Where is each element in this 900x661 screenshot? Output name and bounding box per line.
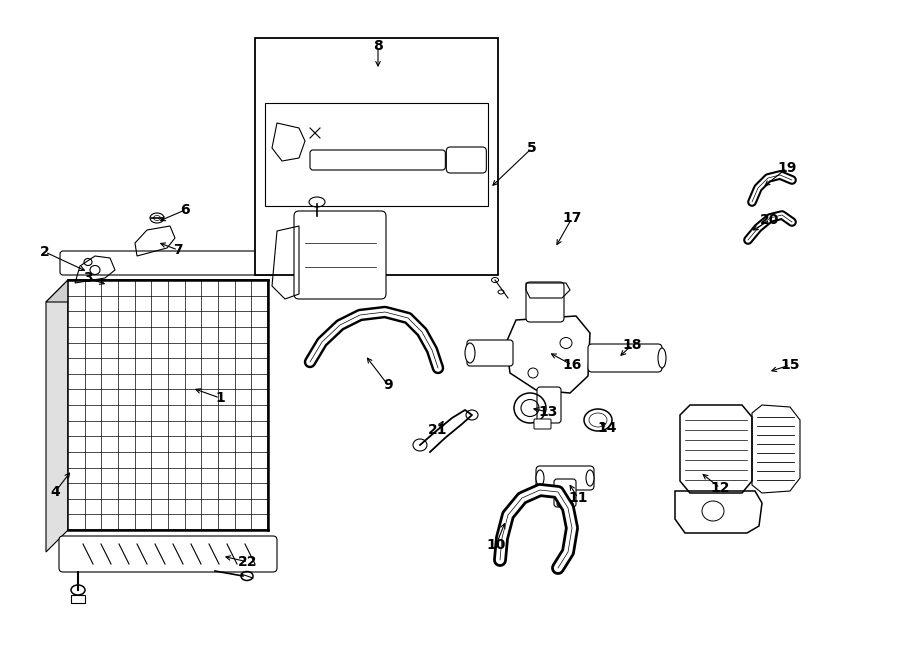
Text: 18: 18: [622, 338, 642, 352]
Text: 10: 10: [486, 538, 506, 552]
Ellipse shape: [465, 343, 475, 363]
Text: 21: 21: [428, 423, 448, 437]
FancyBboxPatch shape: [534, 419, 551, 429]
FancyBboxPatch shape: [526, 282, 564, 322]
FancyBboxPatch shape: [59, 536, 277, 572]
FancyBboxPatch shape: [310, 150, 446, 170]
Text: 6: 6: [180, 203, 190, 217]
Text: 8: 8: [374, 39, 382, 53]
Text: 17: 17: [562, 211, 581, 225]
Text: 4: 4: [50, 485, 60, 499]
Text: 19: 19: [778, 161, 796, 175]
Text: 16: 16: [562, 358, 581, 372]
FancyBboxPatch shape: [446, 147, 486, 173]
FancyBboxPatch shape: [554, 479, 576, 507]
Ellipse shape: [658, 348, 666, 368]
Ellipse shape: [557, 500, 573, 508]
Ellipse shape: [589, 413, 607, 427]
Ellipse shape: [586, 470, 594, 486]
Text: 1: 1: [215, 391, 225, 405]
FancyBboxPatch shape: [588, 344, 662, 372]
Text: 12: 12: [710, 481, 730, 495]
Polygon shape: [46, 280, 268, 302]
Text: 13: 13: [538, 405, 558, 419]
Text: 22: 22: [238, 555, 257, 569]
FancyBboxPatch shape: [294, 211, 386, 299]
Bar: [71, 595, 85, 603]
Text: 15: 15: [780, 358, 800, 372]
Text: 2: 2: [40, 245, 50, 259]
FancyBboxPatch shape: [60, 251, 276, 275]
FancyBboxPatch shape: [467, 340, 513, 366]
Bar: [68, 280, 268, 530]
FancyBboxPatch shape: [537, 387, 561, 423]
Text: 20: 20: [760, 213, 779, 227]
Bar: [265, 103, 488, 206]
Ellipse shape: [536, 470, 544, 486]
Text: 7: 7: [173, 243, 183, 257]
FancyBboxPatch shape: [536, 466, 594, 490]
Bar: [255, 38, 498, 275]
Text: 11: 11: [568, 491, 588, 505]
Text: 3: 3: [83, 271, 93, 285]
Text: 14: 14: [598, 421, 616, 435]
Ellipse shape: [584, 409, 612, 431]
Text: 5: 5: [527, 141, 537, 155]
Text: 9: 9: [383, 378, 392, 392]
Polygon shape: [46, 280, 68, 552]
